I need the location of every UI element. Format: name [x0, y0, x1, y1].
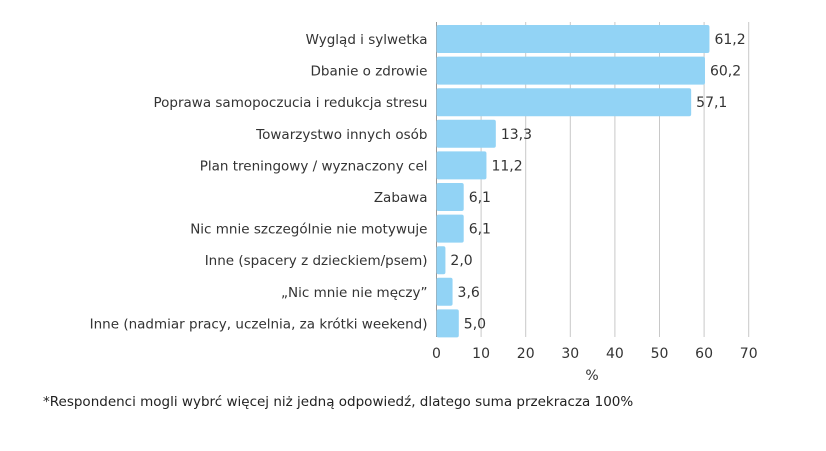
data-label: 57,1 — [696, 95, 727, 111]
category-label: Wygląd i sylwetka — [306, 32, 428, 48]
bar — [436, 56, 705, 85]
category-label: „Nic mnie nie męczy” — [281, 285, 427, 301]
x-tick-label: 70 — [740, 346, 758, 362]
data-label: 60,2 — [710, 64, 741, 80]
bar — [436, 214, 464, 243]
data-label: 2,0 — [450, 253, 472, 269]
x-tick-label: 60 — [695, 346, 713, 362]
data-label: 61,2 — [714, 32, 745, 48]
category-label: Dbanie o zdrowie — [311, 64, 428, 80]
bar — [436, 309, 459, 338]
bar — [436, 277, 453, 306]
bar-chart: 0 10 20 30 40 50 60 70 Wygląd i sylwetka 61,2 Dban… — [90, 22, 758, 384]
category-label: Zabawa — [374, 190, 428, 206]
category-label: Inne (spacery z dzieckiem/psem) — [205, 253, 428, 269]
x-tick-label: 20 — [517, 346, 535, 362]
category-label: Plan treningowy / wyznaczony cel — [200, 158, 428, 174]
bar — [436, 25, 710, 53]
data-label: 3,6 — [458, 285, 480, 301]
category-label: Poprawa samopoczucia i redukcja stresu — [153, 95, 427, 111]
x-tick-label: 30 — [561, 346, 579, 362]
data-label: 6,1 — [469, 190, 491, 206]
data-label: 6,1 — [469, 222, 491, 238]
bar — [436, 119, 496, 148]
data-label: 5,0 — [464, 316, 486, 332]
bar — [436, 246, 446, 275]
data-label: 13,3 — [501, 127, 532, 143]
x-axis-label: % — [585, 368, 598, 384]
x-tick-label: 0 — [432, 346, 441, 362]
x-tick-label: 40 — [606, 346, 624, 362]
bar — [436, 183, 464, 211]
bar — [436, 151, 487, 180]
category-label: Nic mnie szczególnie nie motywuje — [190, 222, 427, 238]
category-label: Inne (nadmiar pracy, uczelnia, za krótki… — [90, 316, 428, 332]
bar — [436, 88, 692, 117]
footnote: *Respondenci mogli wybrć więcej niż jedn… — [43, 394, 634, 410]
x-tick-label: 10 — [472, 346, 490, 362]
x-tick-label: 50 — [651, 346, 669, 362]
category-label: Towarzystwo innych osób — [255, 127, 427, 143]
data-label: 11,2 — [491, 158, 522, 174]
